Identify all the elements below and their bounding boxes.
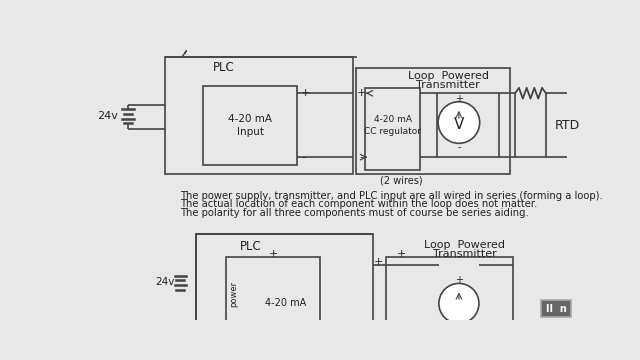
Text: +: + xyxy=(374,257,383,267)
Text: PLC: PLC xyxy=(240,240,262,253)
Text: +: + xyxy=(301,88,310,98)
Text: (2 wires): (2 wires) xyxy=(380,175,422,185)
Text: Loop  Powered: Loop Powered xyxy=(424,240,505,250)
Bar xyxy=(541,300,570,317)
Text: 24v: 24v xyxy=(97,111,118,121)
Circle shape xyxy=(438,102,480,143)
Text: 24v: 24v xyxy=(155,277,175,287)
Text: 4-20 mA
Input: 4-20 mA Input xyxy=(228,114,272,137)
Text: II  n: II n xyxy=(545,304,566,314)
Text: The polarity for all three components must of course be series aiding.: The polarity for all three components mu… xyxy=(180,208,529,217)
Circle shape xyxy=(439,283,479,324)
Text: +: + xyxy=(357,88,367,98)
Text: The actual location of each component within the loop does not matter.: The actual location of each component wi… xyxy=(180,199,538,209)
Bar xyxy=(365,88,420,170)
Bar xyxy=(196,234,372,323)
Text: Transmitter: Transmitter xyxy=(433,249,497,259)
Text: V: V xyxy=(454,117,464,131)
Text: Transmitter: Transmitter xyxy=(416,80,480,90)
Text: -: - xyxy=(301,152,305,162)
Bar xyxy=(164,57,353,174)
Bar xyxy=(227,257,320,323)
Bar xyxy=(204,86,297,165)
Text: +: + xyxy=(455,94,463,104)
Text: -: - xyxy=(360,152,364,162)
Bar xyxy=(437,93,499,157)
Text: RTD: RTD xyxy=(555,119,580,132)
Text: Loop  Powered: Loop Powered xyxy=(408,71,488,81)
Text: power: power xyxy=(230,280,239,306)
Text: The power supply, transmitter, and PLC input are all wired in series (forming a : The power supply, transmitter, and PLC i… xyxy=(180,191,603,201)
Text: 4-20 mA: 4-20 mA xyxy=(265,298,307,309)
Text: +: + xyxy=(396,249,406,259)
Text: +: + xyxy=(455,275,463,285)
Text: +: + xyxy=(269,249,278,259)
Bar xyxy=(386,257,513,323)
Text: PLC: PLC xyxy=(213,61,235,74)
Text: -: - xyxy=(457,142,461,152)
Text: 4-20 mA
CC regulator: 4-20 mA CC regulator xyxy=(364,115,421,136)
Bar xyxy=(356,68,509,174)
